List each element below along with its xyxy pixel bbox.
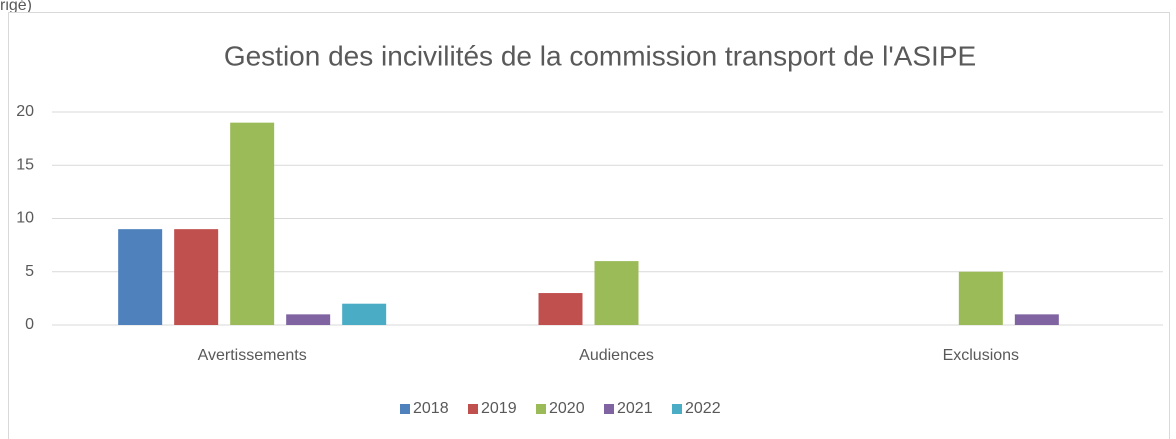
x-tick-label: Audiences xyxy=(579,347,654,364)
y-tick-label: 0 xyxy=(25,316,34,333)
bar xyxy=(174,229,219,325)
bar xyxy=(594,261,639,325)
bar xyxy=(118,229,163,325)
bar xyxy=(286,314,331,325)
legend-label: 2021 xyxy=(617,400,653,417)
legend-swatch xyxy=(468,404,478,414)
y-tick-label: 10 xyxy=(16,210,34,227)
y-tick-label: 15 xyxy=(16,156,34,173)
legend-swatch xyxy=(400,404,410,414)
legend-label: 2020 xyxy=(549,400,585,417)
legend-label: 2022 xyxy=(685,400,721,417)
legend-label: 2018 xyxy=(413,400,449,417)
legend-swatch xyxy=(604,404,614,414)
bar xyxy=(1014,314,1059,325)
x-tick-label: Exclusions xyxy=(943,347,1019,364)
legend-label: 2019 xyxy=(481,400,517,417)
y-tick-label: 20 xyxy=(16,103,34,120)
legend-swatch xyxy=(536,404,546,414)
legend-swatch xyxy=(672,404,682,414)
bar xyxy=(538,293,583,325)
page-fragment: rigé) xyxy=(0,0,32,14)
bar xyxy=(342,303,387,325)
bar xyxy=(958,271,1003,325)
bar xyxy=(230,122,275,326)
x-tick-label: Avertissements xyxy=(198,347,307,364)
chart-title: Gestion des incivilités de la commission… xyxy=(224,40,976,71)
y-tick-label: 5 xyxy=(25,263,34,280)
chart-frame xyxy=(8,12,1170,439)
